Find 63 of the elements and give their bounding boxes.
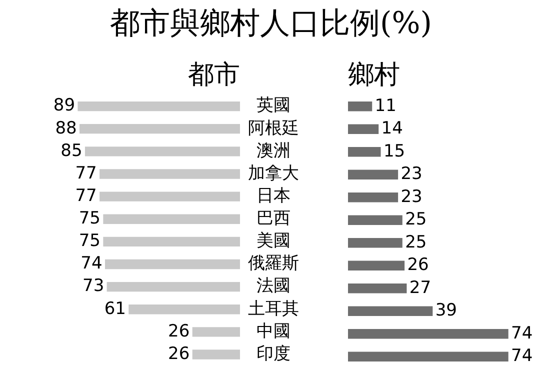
- data-label: 23: [400, 164, 422, 184]
- bar: [128, 304, 240, 314]
- bar: [192, 327, 240, 337]
- data-label: 77: [75, 186, 97, 206]
- data-label: 74: [511, 346, 533, 366]
- bar: [100, 192, 240, 202]
- data-label: 88: [55, 118, 77, 138]
- bar: [103, 214, 240, 224]
- bar: [348, 260, 405, 270]
- y-tick-label: 澳洲: [256, 140, 290, 161]
- data-label: 26: [407, 255, 429, 276]
- bar: [84, 146, 240, 156]
- data-label: 75: [78, 231, 100, 252]
- bar: [103, 236, 240, 247]
- bar: [348, 192, 398, 202]
- data-label: 74: [511, 323, 533, 344]
- bar: [348, 352, 508, 362]
- bar: [348, 147, 381, 157]
- y-tick-label: 法國: [256, 276, 290, 296]
- bar: [106, 282, 240, 292]
- bar: [348, 306, 433, 316]
- data-label: 25: [405, 232, 427, 252]
- chart-title: 都市與鄉村人口比例(%): [109, 5, 433, 43]
- bar: [348, 329, 508, 339]
- data-label: 26: [168, 321, 190, 342]
- bar: [80, 124, 240, 134]
- data-label: 25: [405, 210, 427, 230]
- y-tick-label: 俄羅斯: [248, 254, 299, 274]
- data-label: 27: [409, 278, 432, 298]
- data-label: 61: [104, 298, 126, 319]
- bar: [348, 102, 372, 112]
- data-label: 26: [168, 344, 190, 364]
- data-label: 14: [381, 118, 403, 139]
- y-tick-label: 中國: [256, 321, 290, 342]
- data-label: 11: [374, 96, 396, 116]
- data-label: 85: [60, 140, 82, 161]
- data-label: 75: [78, 208, 100, 229]
- bar: [78, 101, 240, 112]
- data-label: 39: [435, 300, 457, 321]
- y-tick-label: 印度: [256, 344, 290, 364]
- data-label: 77: [75, 163, 97, 184]
- y-tick-label: 美國: [256, 231, 290, 252]
- series-label: 都市: [188, 60, 240, 90]
- y-tick-label: 加拿大: [248, 163, 299, 184]
- y-tick-label: 日本: [256, 186, 290, 206]
- y-tick-label: 英國: [256, 96, 290, 116]
- series-label: 鄉村: [348, 60, 400, 90]
- y-tick-label: 土耳其: [248, 298, 299, 319]
- y-tick-label: 阿根廷: [248, 118, 299, 138]
- bar: [348, 124, 379, 134]
- y-tick-label: 巴西: [256, 208, 290, 229]
- bar: [348, 170, 398, 180]
- bar: [104, 259, 240, 270]
- data-label: 15: [383, 141, 406, 162]
- bar: [348, 215, 402, 225]
- bar: [192, 350, 240, 360]
- data-label: 73: [82, 276, 104, 296]
- data-label: 89: [53, 96, 76, 116]
- bar: [100, 169, 240, 179]
- data-label: 23: [400, 186, 422, 207]
- data-label: 74: [80, 254, 102, 274]
- bar: [348, 284, 407, 294]
- bar: [348, 238, 402, 248]
